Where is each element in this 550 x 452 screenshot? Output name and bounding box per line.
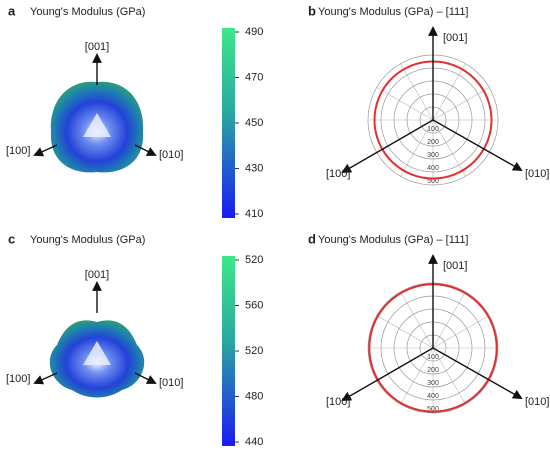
axis-label: [100]	[6, 145, 30, 157]
colorbar-tick-label: 430	[245, 162, 263, 174]
axis-arrow	[33, 372, 58, 385]
axis-label: [010]	[525, 396, 549, 408]
colorbar-tick-label: 470	[245, 71, 263, 83]
surface-highlight	[83, 341, 111, 365]
surface-highlight	[83, 113, 111, 137]
axis-label: [100]	[6, 373, 30, 385]
spoke	[400, 347, 434, 405]
r-tick-label: 200	[427, 139, 439, 146]
r-tick-label: 200	[427, 367, 439, 374]
axis-label: [010]	[159, 149, 183, 161]
spoke	[376, 315, 434, 349]
r-tick-label: 100	[427, 126, 439, 133]
colorbar-tick-label: 440	[245, 436, 263, 448]
colorbar-tick-label: 520	[245, 345, 263, 357]
panel-title: Young's Modulus (GPa) – [111]	[318, 234, 469, 246]
colorbar	[222, 28, 235, 218]
axis-label: [100]	[326, 396, 350, 408]
axis-arrow	[432, 347, 523, 399]
axis-label: [001]	[443, 32, 467, 44]
axis-label: [010]	[159, 377, 183, 389]
colorbar-tick-label: 450	[245, 117, 263, 129]
colorbar	[222, 256, 235, 446]
r-tick-label: 500	[427, 406, 439, 413]
axis-arrow	[134, 372, 157, 384]
r-tick-label: 300	[427, 152, 439, 159]
r-tick-label: 300	[427, 380, 439, 387]
spoke	[432, 291, 466, 349]
colorbar-tick-label: 410	[245, 208, 263, 220]
panel-title: Young's Modulus (GPa) – [111]	[318, 6, 469, 18]
panel-label: a	[8, 3, 16, 18]
axis-label: [001]	[443, 260, 467, 272]
panel-label: d	[308, 231, 316, 246]
axis-label: [001]	[85, 269, 109, 281]
spoke	[432, 119, 466, 177]
axis-label: [001]	[85, 41, 109, 53]
colorbar-tick-label: 560	[245, 299, 263, 311]
spoke	[400, 63, 434, 121]
axis-arrow	[341, 119, 434, 173]
r-tick-label: 100	[427, 354, 439, 361]
axis-arrow	[134, 144, 157, 156]
colorbar-tick-label: 490	[245, 26, 263, 38]
panel-label: c	[8, 231, 15, 246]
spoke	[432, 347, 466, 405]
spoke	[432, 315, 490, 349]
spoke	[400, 291, 434, 349]
spoke	[432, 87, 490, 121]
axis-arrow	[432, 119, 523, 171]
axis-arrow	[33, 144, 58, 157]
panel-title: Young's Modulus (GPa)	[30, 234, 145, 246]
r-tick-label: 400	[427, 393, 439, 400]
axis-arrow	[341, 347, 434, 401]
axis-label: [100]	[326, 168, 350, 180]
axis-label: [010]	[525, 168, 549, 180]
colorbar-tick-label: 520	[245, 254, 263, 266]
r-tick-label: 500	[427, 178, 439, 185]
panel-title: Young's Modulus (GPa)	[30, 6, 145, 18]
r-tick-label: 400	[427, 165, 439, 172]
spoke	[376, 87, 434, 121]
spoke	[432, 63, 466, 121]
colorbar-tick-label: 480	[245, 390, 263, 402]
spoke	[400, 119, 434, 177]
panel-label: b	[308, 3, 316, 18]
